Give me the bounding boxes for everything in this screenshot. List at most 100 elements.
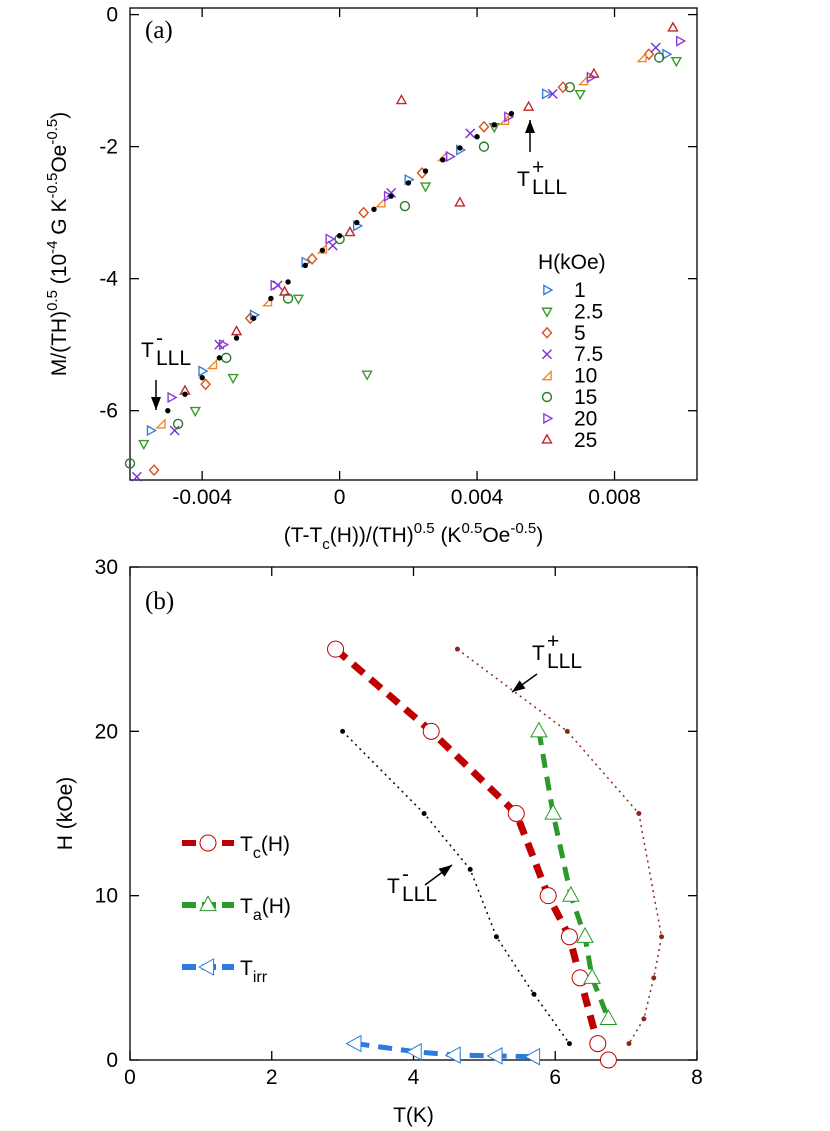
marker (200, 378, 212, 391)
annotation: T (532, 642, 545, 665)
legend-label-part: a (253, 907, 262, 924)
marker (395, 94, 408, 105)
marker (504, 111, 515, 123)
x-tick-label: 0 (124, 1066, 136, 1089)
legend-label: 10 (574, 365, 597, 388)
y-axis-label-part: M/(TH) (48, 311, 71, 376)
series-line (342, 730, 571, 1045)
marker (564, 82, 576, 93)
marker (478, 120, 490, 133)
marker (375, 197, 386, 208)
x-tick-label: 6 (549, 1066, 561, 1089)
marker (577, 74, 589, 86)
marker (172, 418, 184, 430)
y-axis-label-part: H (kOe) (54, 777, 77, 851)
marker (268, 295, 274, 302)
legend-label: 1 (574, 279, 586, 302)
marker (319, 247, 326, 253)
annotation: T (517, 168, 530, 191)
x-axis-label-part: (K (435, 524, 462, 547)
marker (278, 285, 291, 296)
y-tick-label: -2 (99, 136, 118, 159)
marker (198, 365, 209, 377)
marker (199, 895, 217, 912)
x-tick-label: -0.004 (172, 486, 232, 509)
legend-label: 2.5 (574, 300, 603, 323)
marker (543, 284, 554, 296)
marker (182, 391, 188, 397)
marker (626, 1041, 632, 1047)
x-axis-label-part: c (322, 536, 330, 553)
x-tick-label: 0.008 (588, 486, 641, 509)
marker (643, 48, 655, 61)
marker (589, 1035, 607, 1053)
marker (131, 471, 142, 482)
y-axis-label-part: ) (48, 112, 71, 119)
marker (327, 240, 338, 251)
marker (650, 42, 661, 53)
marker (221, 352, 232, 364)
marker (327, 640, 345, 658)
marker (444, 1046, 461, 1064)
x-tick-label: 4 (408, 1066, 420, 1089)
marker (561, 885, 580, 902)
x-tick-label: 0.004 (451, 486, 504, 509)
arrow-head (512, 680, 526, 692)
y-tick-label: 0 (106, 1049, 118, 1072)
marker (541, 88, 553, 100)
x-axis-label-part: (H))/(TH) (330, 524, 414, 547)
marker (270, 279, 281, 291)
series-line (333, 646, 612, 1062)
marker (440, 157, 446, 163)
marker (541, 326, 553, 339)
plot-frame (129, 566, 698, 1061)
plot-frame (129, 7, 698, 481)
y-tick-label: -4 (99, 268, 118, 291)
marker (354, 219, 360, 226)
marker (667, 21, 679, 32)
marker (227, 373, 239, 385)
x-axis-label-part: Oe (482, 524, 510, 547)
marker (654, 52, 665, 63)
marker (524, 1047, 541, 1066)
legend-label: 5 (574, 322, 586, 345)
legend-label-part: (H) (262, 895, 291, 918)
marker (189, 406, 201, 418)
marker (146, 424, 158, 437)
panel-label: (b) (145, 588, 174, 615)
marker (547, 88, 558, 99)
marker (261, 296, 273, 307)
marker (599, 1009, 618, 1026)
marker (251, 315, 257, 321)
annotation-sup: + (532, 156, 544, 179)
y-axis-label-part: -4 (44, 241, 61, 254)
marker (422, 722, 440, 740)
annotation-sub: LLL (547, 650, 582, 673)
x-tick-label: 0 (334, 486, 346, 509)
y-axis-label-part: G K (48, 199, 71, 241)
marker (457, 145, 463, 151)
marker (388, 193, 394, 199)
panel-label: (a) (145, 17, 173, 44)
marker (576, 926, 594, 943)
marker (336, 233, 343, 239)
y-tick-label: 10 (95, 885, 118, 908)
y-tick-label: 20 (95, 720, 118, 743)
legend-label: 7.5 (574, 343, 603, 366)
x-axis-label: T(K) (393, 1104, 434, 1127)
legend-label: Tirr (240, 957, 268, 986)
marker (306, 252, 318, 265)
marker (138, 439, 150, 451)
marker (405, 180, 412, 186)
legend-label-part: T (240, 895, 253, 918)
annotation-sup: - (402, 863, 409, 886)
marker (399, 200, 411, 212)
marker (599, 1051, 617, 1069)
marker (454, 196, 466, 207)
arrow-head (151, 397, 161, 410)
y-axis-label-part: (10 (48, 254, 71, 290)
annotation-sub: LLL (402, 883, 437, 906)
x-tick-label: 8 (691, 1066, 703, 1089)
legend-label-part: c (253, 845, 261, 862)
